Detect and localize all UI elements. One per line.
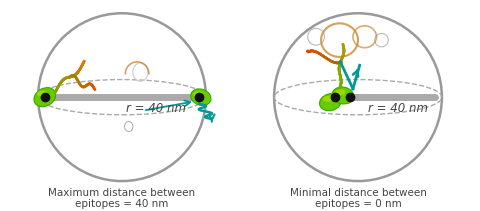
- Ellipse shape: [191, 89, 211, 106]
- Ellipse shape: [37, 91, 48, 97]
- Text: Maximum distance between
epitopes = 40 nm: Maximum distance between epitopes = 40 n…: [48, 188, 195, 209]
- Ellipse shape: [336, 89, 346, 95]
- Text: Minimal distance between
epitopes = 0 nm: Minimal distance between epitopes = 0 nm: [289, 188, 426, 209]
- Ellipse shape: [323, 96, 333, 102]
- Ellipse shape: [194, 91, 203, 97]
- Text: r = 40 nm: r = 40 nm: [126, 102, 186, 115]
- Ellipse shape: [332, 87, 354, 104]
- Ellipse shape: [34, 88, 56, 107]
- Ellipse shape: [320, 94, 341, 111]
- Text: r = 40 nm: r = 40 nm: [368, 102, 428, 115]
